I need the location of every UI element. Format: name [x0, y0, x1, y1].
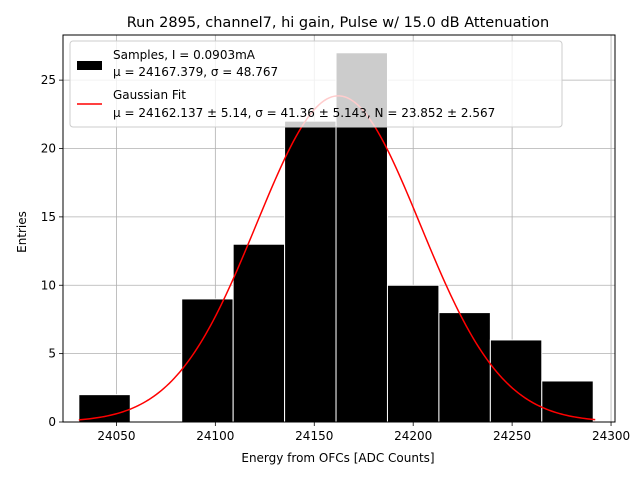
histogram-bar [489, 339, 543, 423]
y-tick-label: 0 [48, 415, 56, 429]
histogram-bar [284, 120, 337, 423]
legend-label-fit-line1: Gaussian Fit [113, 88, 186, 102]
x-tick-label: 24050 [97, 429, 135, 443]
chart-title: Run 2895, channel7, hi gain, Pulse w/ 15… [127, 15, 550, 31]
y-tick-label: 5 [48, 347, 56, 361]
x-axis-label: Energy from OFCs [ADC Counts] [241, 451, 434, 465]
y-tick-label: 10 [41, 278, 56, 292]
y-axis-label: Entries [15, 211, 29, 253]
legend-label-samples-line2: μ = 24167.379, σ = 48.767 [113, 65, 278, 79]
x-tick-label: 24150 [295, 429, 333, 443]
histogram-bar [78, 394, 131, 423]
x-tick-label: 24200 [394, 429, 432, 443]
legend-label-samples-line1: Samples, I = 0.0903mA [113, 48, 256, 62]
y-axis-ticks: 0 5 10 15 20 25 [41, 73, 63, 429]
histogram-bar [386, 284, 440, 423]
histogram-bar [181, 298, 234, 423]
legend-swatch-samples [77, 61, 102, 70]
legend-box [69, 40, 563, 128]
x-tick-label: 24100 [196, 429, 234, 443]
x-tick-label: 24300 [592, 429, 630, 443]
x-axis-ticks: 24050 24100 24150 24200 24250 24300 [97, 422, 630, 443]
legend-label-fit-line2: μ = 24162.137 ± 5.14, σ = 41.36 ± 5.143,… [113, 106, 495, 120]
plot-frame [62, 34, 616, 423]
legend: Samples, I = 0.0903mA μ = 24167.379, σ =… [69, 40, 563, 128]
y-tick-label: 15 [41, 210, 56, 224]
y-tick-label: 25 [41, 73, 56, 87]
histogram-bar [438, 312, 491, 423]
histogram-bar [232, 243, 286, 423]
y-tick-label: 20 [41, 142, 56, 156]
x-tick-label: 24250 [493, 429, 531, 443]
